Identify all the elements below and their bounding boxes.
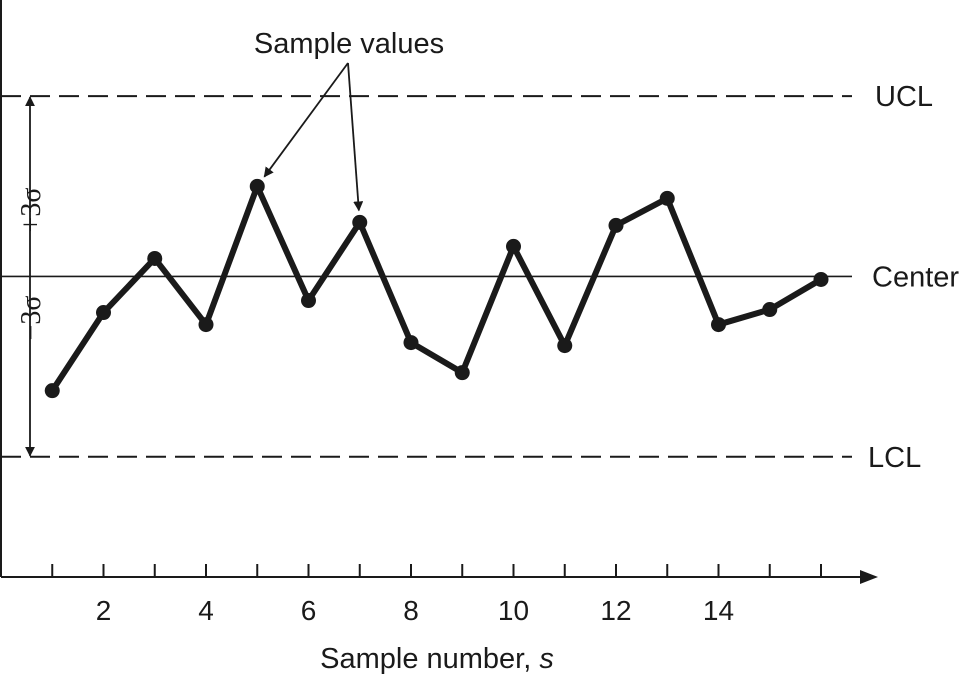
data-point [147,250,163,266]
series-line [49,183,824,394]
x-ticks [51,564,822,577]
minus-3-sigma-label: −3σ [16,296,47,341]
lcl-label: LCL [868,442,921,474]
data-point [198,317,214,333]
data-point [608,217,624,233]
data-points [44,178,829,399]
sample-values-arrow [263,62,349,178]
data-point [659,190,675,206]
axes [0,0,878,584]
plus-3-sigma-label: +3σ [16,188,47,233]
x-tick-label: 14 [703,595,734,626]
x-tick-label: 6 [301,595,317,626]
x-tick-label: 10 [498,595,529,626]
data-point [301,293,316,309]
data-point [96,305,111,321]
x-tick-label: 2 [96,595,112,626]
reference-lines [1,95,852,458]
sample-values-arrow [347,62,364,212]
center-label: Center [872,261,959,293]
data-point [762,302,778,318]
sample-values-annotation: Sample values [254,28,444,212]
sample-values-arrows [263,62,364,212]
x-tick-labels: 2 4 6 8 10 12 14 [96,595,734,626]
data-point [44,383,60,399]
ucl-label: UCL [875,81,933,113]
data-point [813,271,829,287]
data-point [557,338,573,354]
data-point [352,214,368,230]
x-tick-label: 8 [403,595,419,626]
x-axis-title-text: Sample number, [320,643,539,675]
x-axis-title-variable: s [539,643,554,675]
x-axis-title: Sample number, s [320,643,554,675]
data-point [506,238,521,254]
data-point [249,178,265,194]
data-point [454,365,470,381]
x-tick-label: 4 [198,595,214,626]
sigma-indicator: +3σ −3σ [16,96,47,457]
x-axis-arrowhead [860,570,878,584]
x-tick-label: 12 [600,595,631,626]
data-point [403,335,419,351]
data-point [711,317,726,333]
sample-values-label: Sample values [254,28,444,60]
